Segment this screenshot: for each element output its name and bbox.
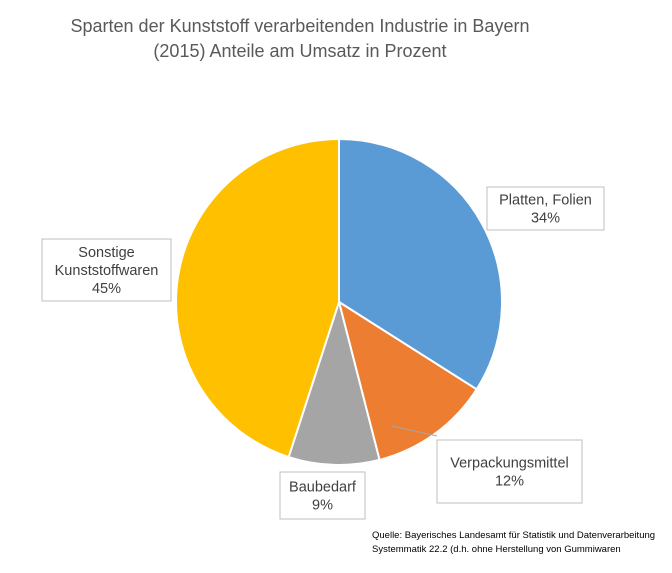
data-label-value-1: 12% — [495, 474, 524, 490]
data-label-category-1: Verpackungsmittel — [450, 456, 568, 472]
source-line-2: Systemmatik 22.2 (d.h. ohne Herstellung … — [372, 544, 621, 555]
data-label-box-3 — [41, 238, 172, 302]
source-line-1: Quelle: Bayerisches Landesamt für Statis… — [372, 530, 656, 541]
pie-slice-1 — [337, 299, 479, 462]
chart-subtitle: (2015) Anteile am Umsatz in Prozent — [153, 41, 447, 61]
data-label-value-0: 34% — [531, 211, 560, 227]
data-label-box-0 — [486, 186, 605, 231]
leader-line-1 — [391, 425, 438, 437]
data-label-value-3: 45% — [92, 281, 121, 297]
data-label-box-1 — [436, 439, 583, 504]
data-label-category-3: Kunststoffwaren — [55, 263, 159, 279]
chart-title-block: Sparten der Kunststoff verarbeitenden In… — [0, 14, 600, 64]
data-label-category-2: Baubedarf — [289, 480, 357, 496]
pie-slice-3 — [175, 137, 340, 459]
data-label-value-2: 9% — [312, 498, 333, 514]
data-label-box-2 — [279, 471, 366, 520]
data-label-category-3: Sonstige — [78, 245, 134, 261]
data-label-category-0: Platten, Folien — [499, 193, 592, 209]
chart-title: Sparten der Kunststoff verarbeitenden In… — [70, 16, 530, 36]
source-note: Quelle: Bayerisches Landesamt für Statis… — [372, 529, 655, 557]
pie-slice-2 — [287, 298, 381, 466]
